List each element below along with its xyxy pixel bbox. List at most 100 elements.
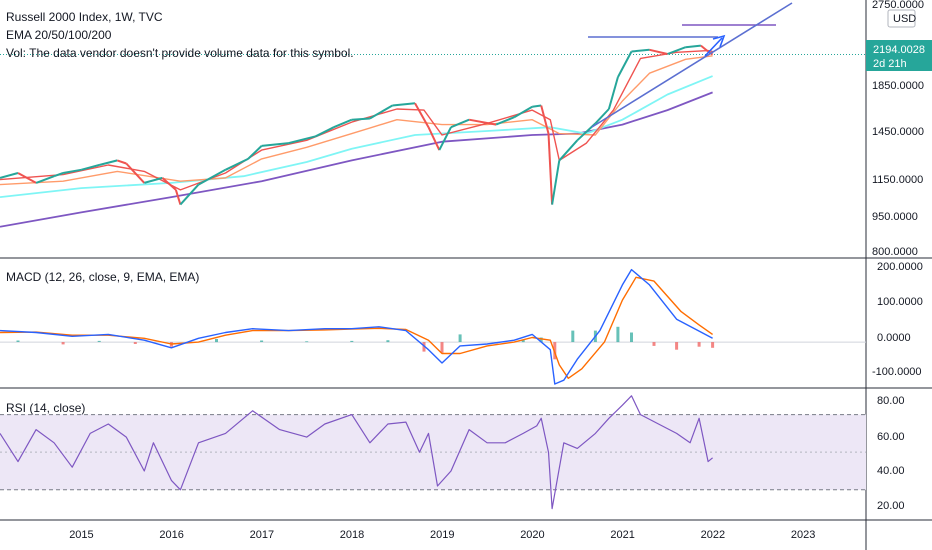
price-segment[interactable] (513, 105, 533, 119)
macd-histogram-bar[interactable] (675, 342, 679, 350)
macd-histogram-bar[interactable] (711, 342, 715, 348)
price-segment[interactable] (80, 164, 100, 171)
rsi-line[interactable] (0, 395, 713, 510)
macd-histogram-bar[interactable] (305, 341, 309, 343)
drawing-tools[interactable] (588, 2, 793, 128)
time-axis-label: 2019 (430, 529, 454, 541)
macd-histogram-bar[interactable] (697, 342, 701, 347)
price-segment[interactable] (468, 118, 497, 126)
last-price-value: 2194.0028 (873, 44, 925, 56)
price-segment[interactable] (558, 139, 579, 162)
price-segment[interactable] (438, 126, 452, 151)
ema200-line[interactable] (0, 91, 713, 228)
volume-note: Vol: The data vendor doesn't provide vol… (6, 46, 354, 60)
price-segment[interactable] (369, 104, 393, 120)
price-segment[interactable] (98, 159, 118, 166)
macd-series-group (0, 268, 715, 385)
macd-pane[interactable] (0, 258, 866, 388)
chart-title[interactable]: Russell 2000 Index, 1W, TVC (6, 10, 163, 24)
macd-histogram-bar[interactable] (458, 334, 462, 342)
ema100-line[interactable] (0, 75, 713, 198)
rsi-legend[interactable]: RSI (14, close) (6, 401, 85, 415)
price-segment[interactable] (62, 168, 82, 174)
macd-histogram-bar[interactable] (97, 340, 101, 342)
price-segment[interactable] (53, 172, 64, 178)
price-segment[interactable] (116, 159, 127, 165)
macd-histogram-bar[interactable] (422, 342, 426, 352)
macd-axis[interactable]: 200.0000 100.0000 0.0000 -100.0000 (872, 261, 923, 378)
price-segment[interactable] (35, 175, 55, 184)
currency-label: USD (893, 13, 916, 25)
rsi-tick-label: 40.00 (877, 465, 905, 477)
macd-histogram-bar[interactable] (630, 332, 633, 343)
arrow-head-icon (712, 34, 726, 48)
price-segment[interactable] (414, 102, 430, 128)
ema20-line[interactable] (0, 49, 713, 191)
macd-histogram-bar[interactable] (16, 340, 20, 343)
rsi-tick-label: 80.00 (877, 395, 905, 407)
price-pane[interactable] (0, 0, 866, 258)
ema50-line[interactable] (0, 55, 713, 186)
price-segment[interactable] (174, 189, 182, 205)
macd-signal-line[interactable] (0, 276, 714, 379)
price-segment[interactable] (333, 118, 353, 129)
price-segment[interactable] (247, 145, 263, 160)
price-segment[interactable] (288, 135, 316, 145)
macd-legend[interactable]: MACD (12, 26, close, 9, EMA, EMA) (6, 270, 199, 284)
macd-line[interactable] (0, 268, 713, 385)
rsi-axis[interactable]: 80.00 60.00 40.00 20.00 (877, 395, 905, 512)
macd-histogram-bar[interactable] (539, 337, 543, 343)
price-segment[interactable] (667, 46, 686, 55)
price-segment[interactable] (631, 48, 650, 53)
macd-histogram-bar[interactable] (260, 340, 264, 343)
macd-histogram-bar[interactable] (440, 342, 444, 353)
price-segment[interactable] (144, 176, 163, 184)
price-segment[interactable] (532, 104, 542, 108)
price-segment[interactable] (198, 168, 226, 186)
price-segment[interactable] (700, 44, 709, 53)
price-segment[interactable] (179, 183, 200, 206)
price-segment[interactable] (540, 105, 550, 134)
price-segment[interactable] (649, 48, 668, 55)
price-segment[interactable] (351, 117, 370, 121)
price-segment[interactable] (392, 102, 416, 107)
projection-arrow[interactable] (704, 37, 723, 57)
price-segment[interactable] (617, 51, 633, 78)
macd-histogram-bar[interactable] (61, 342, 65, 345)
price-segment[interactable] (161, 177, 177, 191)
price-segment[interactable] (0, 172, 19, 179)
price-segment[interactable] (125, 162, 146, 184)
price-segment[interactable] (315, 126, 335, 138)
price-segment[interactable] (225, 157, 249, 171)
time-axis[interactable]: 2015 2016 2017 2018 2019 2020 2021 2022 2023 (69, 529, 815, 541)
price-segment[interactable] (427, 126, 441, 151)
ema-legend[interactable]: EMA 20/50/100/200 (6, 28, 112, 42)
macd-histogram-bar[interactable] (571, 330, 575, 342)
rising-trendline[interactable] (591, 2, 793, 128)
currency-button[interactable] (887, 9, 916, 28)
macd-histogram-bar[interactable] (652, 342, 656, 346)
macd-histogram-bar[interactable] (350, 340, 354, 342)
price-segment[interactable] (261, 142, 289, 147)
macd-histogram-bar[interactable] (521, 339, 525, 343)
price-segment[interactable] (17, 172, 37, 184)
macd-histogram-bar[interactable] (133, 342, 137, 344)
price-segment[interactable] (547, 133, 554, 205)
price-segment[interactable] (495, 116, 515, 126)
price-series-group (0, 44, 714, 228)
time-axis-label: 2018 (340, 529, 364, 541)
macd-histogram-bar[interactable] (386, 340, 390, 343)
price-segment[interactable] (685, 44, 702, 49)
price-segment[interactable] (607, 76, 619, 110)
time-axis-label: 2017 (250, 529, 274, 541)
price-axis[interactable]: 2750.0000 USD 1850.0000 1450.0000 1150.0… (866, 0, 932, 258)
price-segment[interactable] (594, 108, 610, 125)
price-tick-label: 1850.0000 (872, 80, 924, 92)
macd-tick-label: 200.0000 (877, 261, 923, 273)
price-segment[interactable] (551, 160, 561, 205)
time-axis-label: 2022 (701, 529, 725, 541)
macd-histogram-bar[interactable] (616, 326, 620, 343)
price-segment[interactable] (450, 118, 470, 129)
macd-histogram-bar[interactable] (215, 339, 218, 343)
